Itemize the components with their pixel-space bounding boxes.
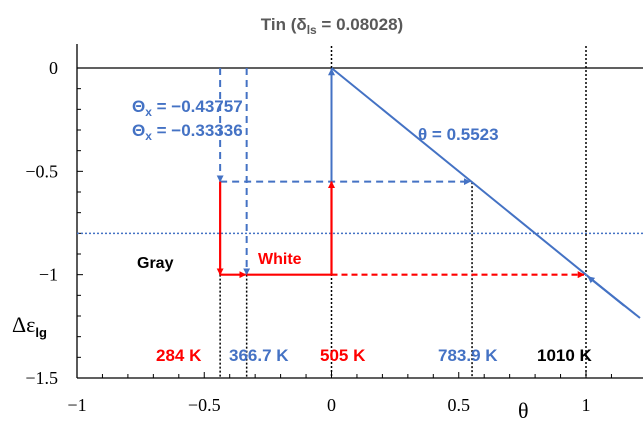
y-axis-label: Δεlg <box>12 312 47 340</box>
axes <box>76 44 643 379</box>
labels: 0 −0.5 −1 −1.5 −1 −0.5 0 0.5 1 284 K 366.7 K 505 K 7… <box>25 58 592 415</box>
y-tick-label: 0 <box>49 58 58 78</box>
white-label: White <box>258 251 302 268</box>
arrows <box>216 68 641 319</box>
main-diagonal-line <box>330 67 625 307</box>
chart-title: Tin (δls = 0.08028) <box>261 15 403 37</box>
x-axis-label: θ <box>518 398 529 423</box>
gray-label: Gray <box>137 255 174 272</box>
x-tick-label: −0.5 <box>188 395 221 415</box>
theta-value-annotation: θ = 0.5523 <box>418 125 499 144</box>
x-tick-label: 1 <box>582 395 591 415</box>
temperature-label: 505 K <box>320 346 366 365</box>
x-tick-label: 0 <box>327 395 336 415</box>
theta-x-annotation-2: Θx = −0.33336 <box>132 121 243 143</box>
temperature-label: 783.9 K <box>438 346 498 365</box>
blue-arrow-diagonal <box>587 275 641 319</box>
x-tick-label: 0.5 <box>448 395 471 415</box>
y-tick-label: −1 <box>39 265 58 285</box>
theta-x-annotation-1: Θx = −0.43757 <box>132 97 243 119</box>
temperature-label: 284 K <box>156 346 202 365</box>
y-tick-label: −0.5 <box>25 161 58 181</box>
temperature-label: 1010 K <box>537 346 593 365</box>
y-tick-label: −1.5 <box>25 368 58 388</box>
guide-lines <box>77 46 643 378</box>
x-tick-label: −1 <box>67 395 86 415</box>
temperature-label: 366.7 K <box>229 346 289 365</box>
